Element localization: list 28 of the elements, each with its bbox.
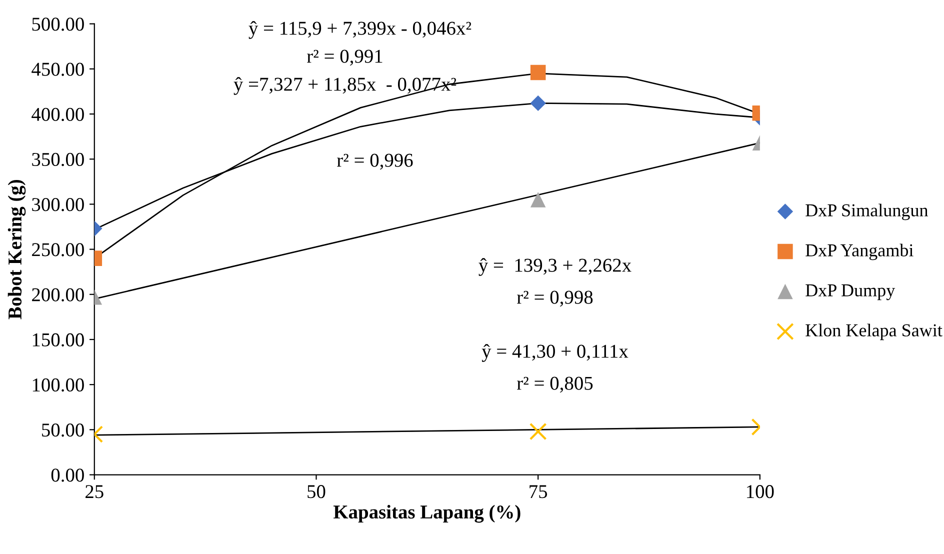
annotation: ŷ = 41,30 + 0,111x [482, 344, 628, 362]
y-axis-title: Bobot Kering (g) [8, 180, 26, 320]
x-tick-label: 75 [530, 485, 548, 498]
legend-label: DxP Simalungun [806, 204, 928, 220]
x-tick-label: 25 [86, 485, 104, 498]
annotation: r² = 0,991 [307, 50, 382, 66]
y-tick-label: 50.00 [42, 424, 84, 437]
x-tick-label: 50 [308, 485, 326, 498]
annotation: ŷ = 115,9 + 7,399x - 0,046x² [248, 21, 472, 39]
y-tick-label: 200.00 [32, 288, 84, 302]
x-tick-label: 100 [747, 485, 774, 498]
legend-label: DxP Yangambi [806, 244, 914, 260]
x-axis-title: Kapasitas Lapang (%) [333, 504, 520, 523]
y-tick-label: 400.00 [32, 108, 84, 122]
y-tick-label: 150.00 [32, 333, 84, 347]
annotation: r² = 0,805 [517, 376, 593, 393]
y-tick-label: 250.00 [32, 243, 84, 256]
y-tick-label: 450.00 [32, 62, 84, 76]
annotation: ŷ = 139,3 + 2,262x [478, 258, 632, 276]
annotation: r² = 0,998 [517, 290, 593, 307]
y-tick-label: 300.00 [32, 198, 84, 212]
legend-label: DxP Dumpy [806, 284, 896, 300]
y-tick-label: 500.00 [32, 18, 84, 31]
y-tick-label: 0.00 [51, 468, 84, 482]
y-tick-label: 100.00 [32, 378, 84, 392]
annotation: r² = 0,996 [337, 154, 413, 170]
legend-label: Klon Kelapa Sawit [806, 324, 942, 340]
y-tick-label: 350.00 [32, 152, 84, 166]
